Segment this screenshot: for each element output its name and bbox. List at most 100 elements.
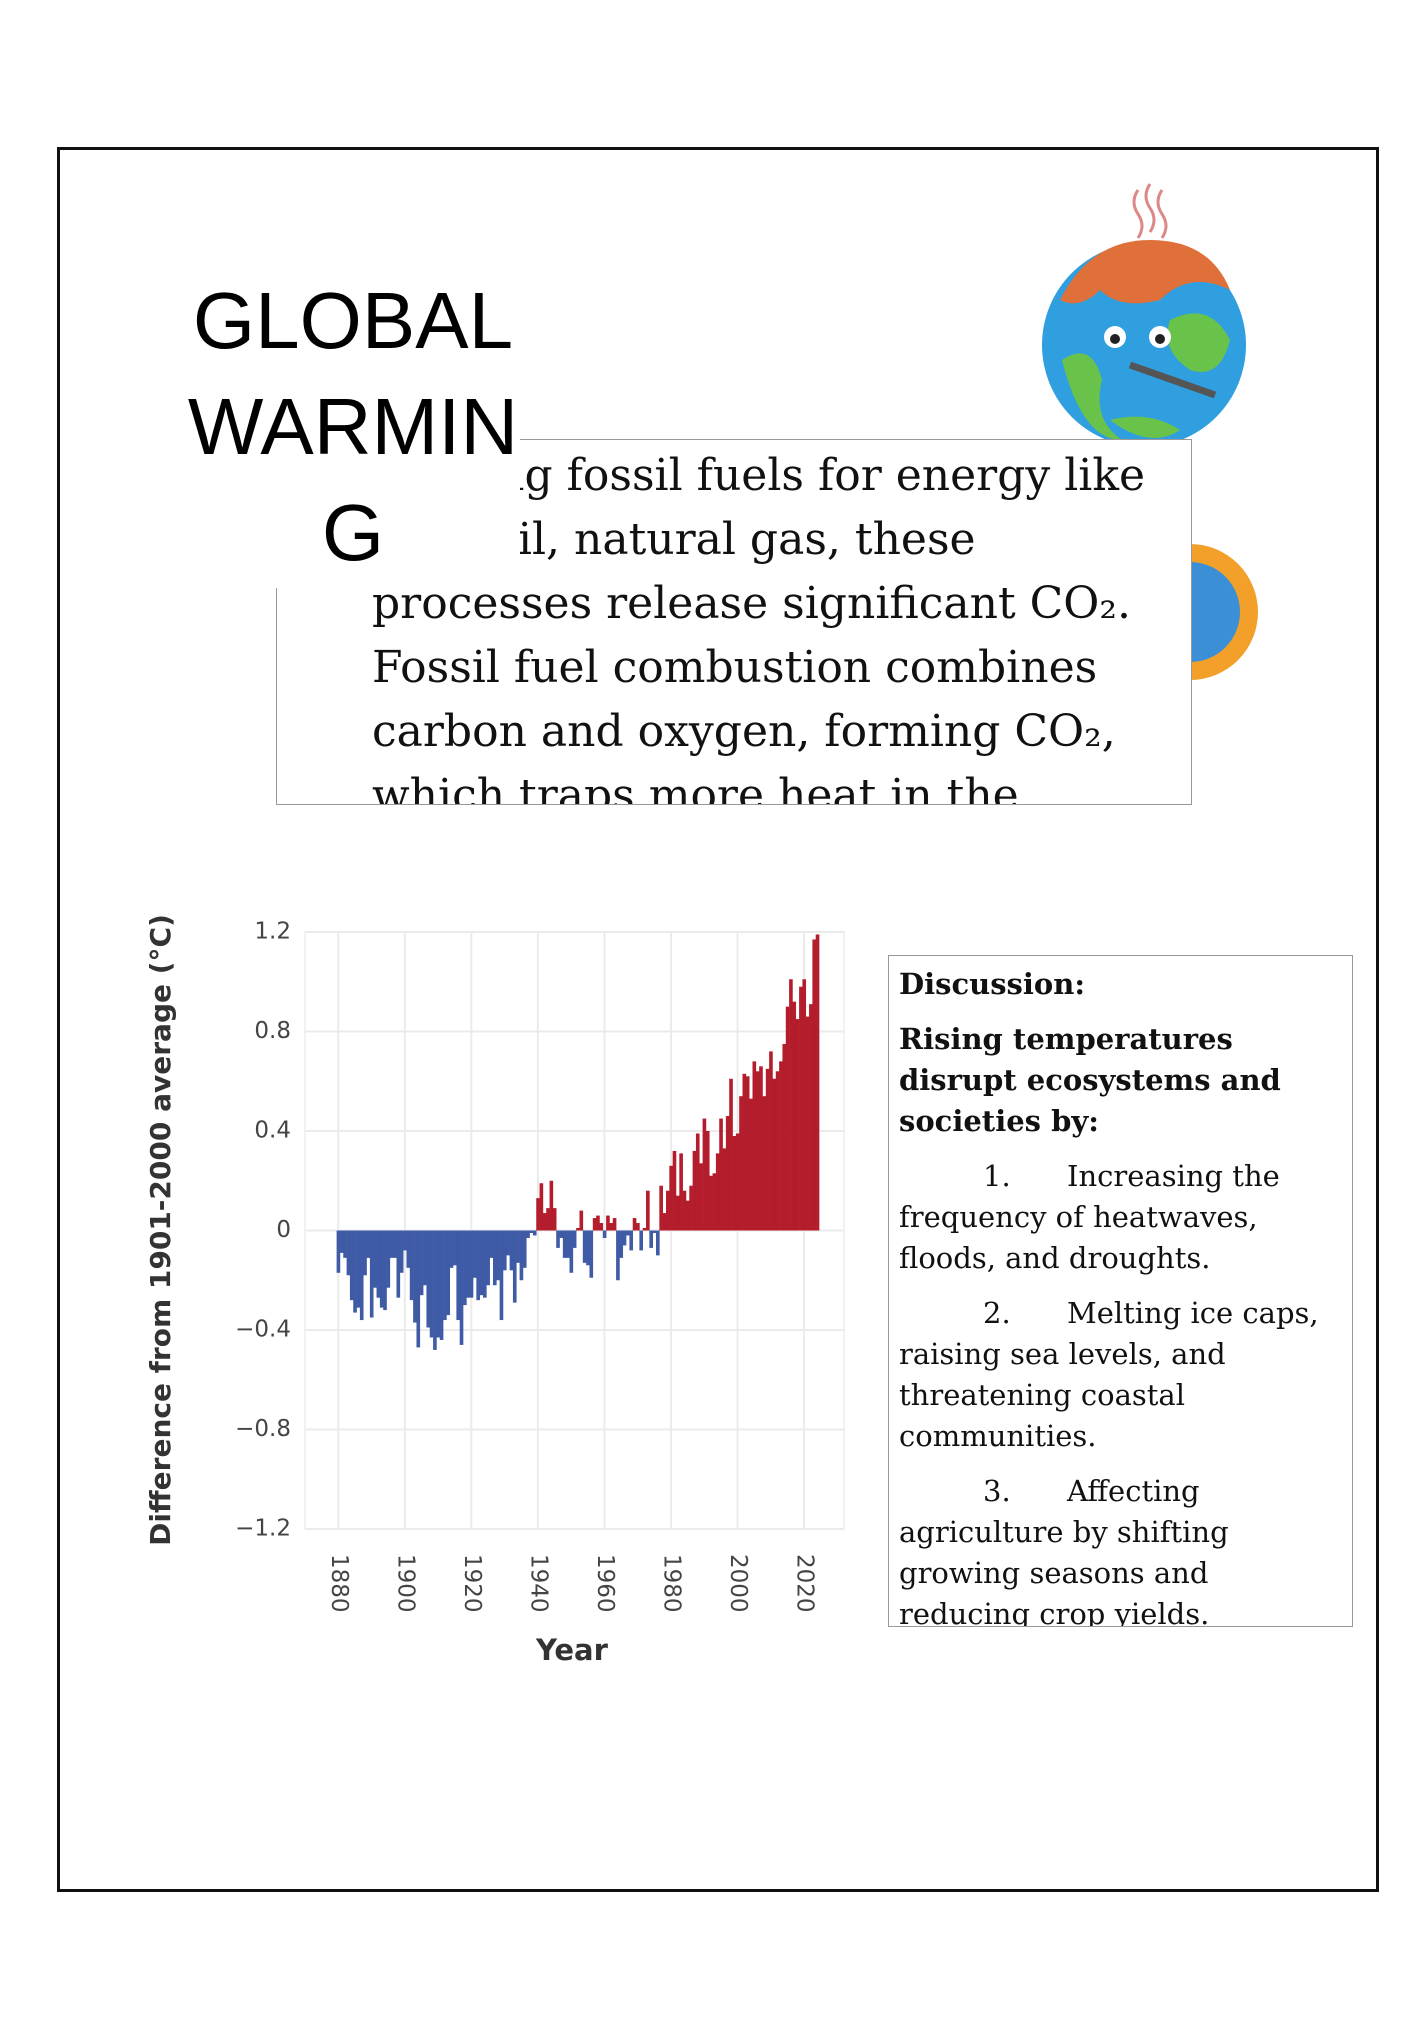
discussion-item: 3. Affecting agriculture by shifting grow… [899, 1471, 1342, 1626]
bar [762, 1096, 767, 1231]
x-axis-title: Year [535, 1633, 609, 1667]
item-number: 1. [983, 1159, 1011, 1193]
bar [526, 1230, 530, 1238]
text-box: Burning fossil fuels for energy like coa… [276, 439, 1192, 805]
bar [429, 1230, 434, 1338]
title: GLOBAL WARMING [186, 268, 520, 588]
bar [556, 1230, 560, 1248]
bar [463, 1230, 467, 1306]
bar [652, 1230, 657, 1233]
bar [486, 1230, 490, 1286]
bar [516, 1230, 520, 1263]
bar [359, 1230, 364, 1321]
bar [366, 1230, 371, 1258]
bar [483, 1230, 487, 1298]
bar [682, 1190, 687, 1231]
bar [376, 1230, 381, 1298]
bar [632, 1218, 637, 1231]
bar [656, 1230, 660, 1256]
bar [709, 1175, 713, 1231]
bar [343, 1230, 347, 1258]
bar [569, 1230, 574, 1273]
bar [522, 1230, 527, 1268]
bar [456, 1230, 461, 1321]
bar [476, 1230, 480, 1301]
bar [386, 1230, 391, 1288]
bar [785, 1006, 790, 1231]
bar [499, 1230, 504, 1321]
bar [562, 1230, 567, 1258]
discussion: Discussion: Rising temperatures disrupt … [888, 955, 1353, 1627]
bar [436, 1230, 441, 1338]
bar [752, 1061, 757, 1231]
bar [419, 1230, 424, 1296]
bar [685, 1200, 690, 1231]
y-tick-label: 0.4 [254, 1118, 291, 1144]
bar [353, 1230, 357, 1313]
bar [672, 1150, 677, 1231]
bar [396, 1230, 401, 1298]
item-text: Increasing the frequency of heatwaves, f… [899, 1159, 1280, 1275]
bar [755, 1071, 760, 1231]
bar [443, 1230, 447, 1321]
frame [57, 147, 1379, 1892]
bar [792, 1001, 797, 1231]
bar [646, 1190, 650, 1231]
bar [742, 1073, 747, 1231]
bar [782, 1043, 787, 1231]
bar [779, 1061, 783, 1231]
bar [639, 1230, 644, 1251]
bar [805, 1016, 810, 1231]
bar [363, 1230, 367, 1276]
item-text: Melting ice caps, raising sea levels, an… [899, 1296, 1319, 1453]
bar [772, 1078, 777, 1231]
bar [669, 1165, 673, 1231]
bar [539, 1183, 544, 1231]
y-tick-label: −0.4 [235, 1317, 291, 1343]
bar [459, 1230, 464, 1345]
bar [649, 1230, 653, 1248]
bar [453, 1230, 457, 1266]
bar [413, 1230, 417, 1323]
discussion-item: 1. Increasing the frequency of heatwaves,… [899, 1156, 1342, 1279]
bar [699, 1163, 703, 1231]
bar [399, 1230, 404, 1273]
x-tick-label: 2000 [725, 1554, 751, 1613]
bar [479, 1230, 484, 1296]
bar [765, 1068, 770, 1231]
bar [609, 1223, 614, 1231]
bar [349, 1230, 354, 1301]
discussion-heading: Discussion: [899, 967, 1086, 1001]
bar [416, 1230, 421, 1348]
bar [702, 1118, 707, 1231]
bar [393, 1230, 397, 1258]
bar [596, 1215, 600, 1231]
discussion-intro: Rising temperatures disrupt ecosystems a… [899, 1022, 1281, 1138]
bar [729, 1078, 733, 1231]
bar [626, 1230, 630, 1236]
bar [492, 1230, 497, 1286]
bar [725, 1116, 730, 1231]
bar [446, 1230, 451, 1316]
bar [373, 1230, 377, 1288]
bar [705, 1131, 710, 1231]
bar [409, 1230, 414, 1301]
bar [489, 1230, 494, 1258]
bar [496, 1230, 500, 1281]
bar [815, 934, 820, 1231]
bar [536, 1198, 540, 1231]
bar [612, 1218, 617, 1231]
y-tick-label: −0.8 [235, 1416, 291, 1442]
bar [629, 1230, 634, 1251]
x-tick-label: 1900 [392, 1554, 418, 1613]
bar [473, 1230, 477, 1278]
bar [619, 1230, 624, 1258]
y-axis-title: Difference from 1901-2000 average (°C) [144, 914, 177, 1546]
bar [389, 1230, 394, 1258]
item-number: 3. [983, 1474, 1011, 1508]
bar [732, 1135, 737, 1231]
bar [379, 1230, 384, 1308]
bar [722, 1148, 727, 1231]
bar [712, 1173, 717, 1231]
